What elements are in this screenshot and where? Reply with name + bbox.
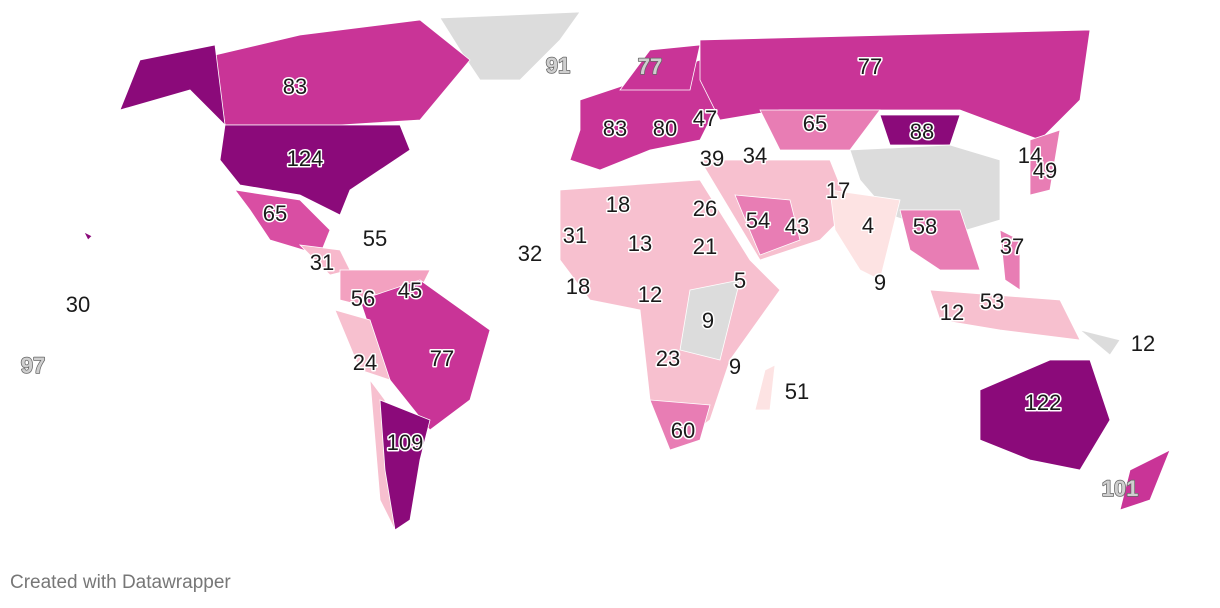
country	[334, 309, 391, 381]
value-label: 9	[874, 270, 886, 295]
value-label: 80	[653, 116, 677, 141]
value-label: 77	[430, 346, 454, 371]
value-label: 37	[1000, 234, 1024, 259]
value-label: 45	[398, 278, 422, 303]
country	[649, 399, 711, 451]
country	[929, 289, 1081, 341]
value-label: 9	[729, 354, 741, 379]
country	[219, 124, 411, 216]
value-label: 77	[858, 54, 882, 79]
value-label: 13	[628, 231, 652, 256]
value-label: 4	[862, 213, 874, 238]
value-label: 12	[638, 282, 662, 307]
value-label: 101	[1102, 476, 1139, 501]
country	[1079, 329, 1121, 356]
value-label: 12	[1131, 331, 1155, 356]
country	[119, 44, 226, 127]
value-label: 58	[913, 214, 937, 239]
value-label: 65	[803, 111, 827, 136]
value-label: 23	[656, 346, 680, 371]
value-label: 77	[638, 54, 662, 79]
value-label: 83	[283, 74, 307, 99]
country	[899, 209, 981, 271]
country	[379, 399, 431, 531]
value-label: 31	[310, 250, 334, 275]
value-label: 34	[743, 143, 767, 168]
value-label: 54	[746, 208, 770, 233]
countries	[83, 11, 1171, 531]
value-label: 39	[700, 146, 724, 171]
value-label: 24	[353, 350, 377, 375]
country	[1119, 449, 1171, 511]
value-label: 30	[66, 292, 90, 317]
value-label: 49	[1033, 158, 1057, 183]
value-label: 43	[785, 214, 809, 239]
value-label: 91	[546, 53, 570, 78]
footer: Created with Datawrapper	[10, 572, 231, 593]
value-label: 65	[263, 201, 287, 226]
value-label: 97	[21, 353, 45, 378]
country	[214, 19, 471, 126]
value-label: 21	[693, 234, 717, 259]
value-label: 26	[693, 196, 717, 221]
value-label: 122	[1025, 390, 1062, 415]
value-label: 5	[734, 268, 746, 293]
value-label: 47	[693, 106, 717, 131]
country	[1029, 129, 1061, 196]
value-label: 32	[518, 241, 542, 266]
country	[999, 229, 1021, 291]
value-label: 88	[910, 119, 934, 144]
value-label: 31	[563, 223, 587, 248]
value-label: 12	[940, 300, 964, 325]
country	[734, 194, 801, 256]
value-label: 9	[702, 308, 714, 333]
value-label: 56	[351, 286, 375, 311]
value-label: 18	[566, 274, 590, 299]
country	[979, 359, 1111, 471]
value-label: 124	[287, 146, 324, 171]
country	[439, 11, 581, 81]
country	[849, 144, 1001, 236]
country	[829, 189, 901, 281]
value-label: 55	[363, 226, 387, 251]
value-label: 17	[826, 178, 850, 203]
value-label: 83	[603, 116, 627, 141]
country	[679, 279, 741, 361]
value-label: 60	[671, 418, 695, 443]
value-label: 51	[785, 379, 809, 404]
country	[754, 364, 776, 411]
country	[83, 231, 93, 241]
value-label: 53	[980, 289, 1004, 314]
value-label: 109	[387, 430, 424, 455]
country	[699, 29, 1091, 141]
value-label: 18	[606, 192, 630, 217]
value-label: 14	[1018, 143, 1042, 168]
